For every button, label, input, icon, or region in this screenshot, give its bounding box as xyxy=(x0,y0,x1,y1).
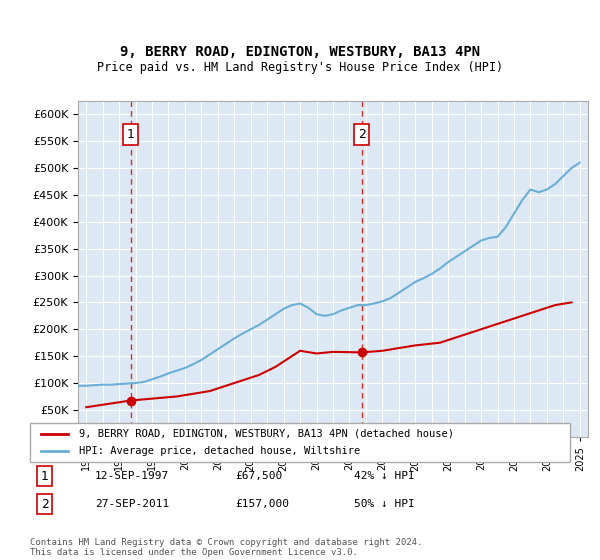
Text: 2: 2 xyxy=(358,128,366,141)
Text: £157,000: £157,000 xyxy=(235,499,289,509)
Text: 42% ↓ HPI: 42% ↓ HPI xyxy=(354,471,415,481)
Text: HPI: Average price, detached house, Wiltshire: HPI: Average price, detached house, Wilt… xyxy=(79,446,360,456)
Text: 12-SEP-1997: 12-SEP-1997 xyxy=(95,471,169,481)
Text: 50% ↓ HPI: 50% ↓ HPI xyxy=(354,499,415,509)
Text: 9, BERRY ROAD, EDINGTON, WESTBURY, BA13 4PN (detached house): 9, BERRY ROAD, EDINGTON, WESTBURY, BA13 … xyxy=(79,429,454,439)
Text: Contains HM Land Registry data © Crown copyright and database right 2024.
This d: Contains HM Land Registry data © Crown c… xyxy=(30,538,422,557)
Text: Price paid vs. HM Land Registry's House Price Index (HPI): Price paid vs. HM Land Registry's House … xyxy=(97,61,503,74)
FancyBboxPatch shape xyxy=(30,423,570,462)
Text: 1: 1 xyxy=(41,469,49,483)
Text: 1: 1 xyxy=(127,128,134,141)
Text: 2: 2 xyxy=(41,497,49,511)
Text: 27-SEP-2011: 27-SEP-2011 xyxy=(95,499,169,509)
Text: £67,500: £67,500 xyxy=(235,471,283,481)
Text: 9, BERRY ROAD, EDINGTON, WESTBURY, BA13 4PN: 9, BERRY ROAD, EDINGTON, WESTBURY, BA13 … xyxy=(120,45,480,59)
